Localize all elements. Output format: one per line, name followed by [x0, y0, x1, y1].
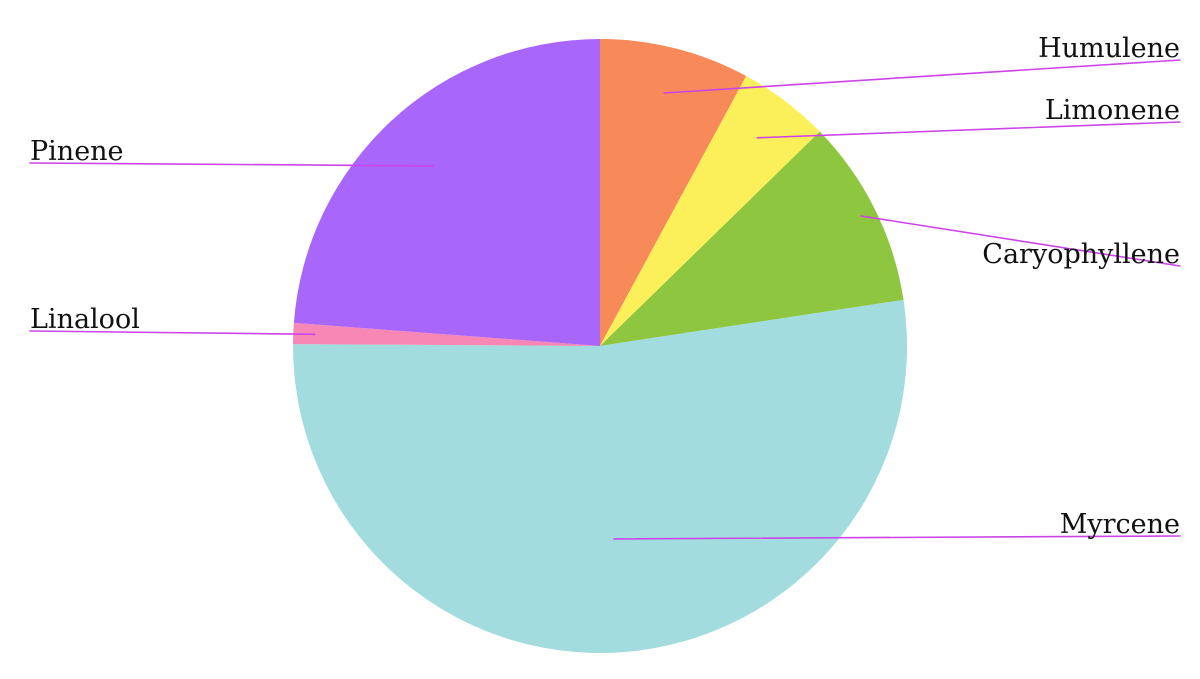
leader-line-linalool	[29, 330, 316, 336]
label-humulene: Humulene	[1038, 33, 1180, 64]
label-pinene: Pinene	[30, 136, 124, 167]
label-caryophyllene: Caryophyllene	[982, 239, 1180, 270]
leader-line-myrcene	[613, 535, 1181, 540]
leader-line-limonene	[756, 121, 1181, 139]
slice-labels: Humulene Limonene Caryophyllene Myrcene Lina…	[30, 33, 1180, 540]
leader-line-humulene	[663, 59, 1181, 94]
pie-slices	[293, 39, 908, 653]
slice-caryophyllene	[600, 131, 904, 346]
label-limonene: Limonene	[1045, 95, 1180, 126]
slice-myrcene	[293, 299, 908, 653]
leader-lines	[29, 59, 1181, 540]
slice-linalool	[293, 322, 600, 346]
label-myrcene: Myrcene	[1060, 509, 1180, 540]
leader-line-pinene	[29, 162, 434, 167]
slice-pinene	[293, 39, 600, 346]
slice-limonene	[600, 76, 820, 347]
slice-humulene	[600, 39, 747, 346]
leader-line-caryophyllene	[860, 215, 1181, 267]
label-linalool: Linalool	[30, 304, 140, 335]
